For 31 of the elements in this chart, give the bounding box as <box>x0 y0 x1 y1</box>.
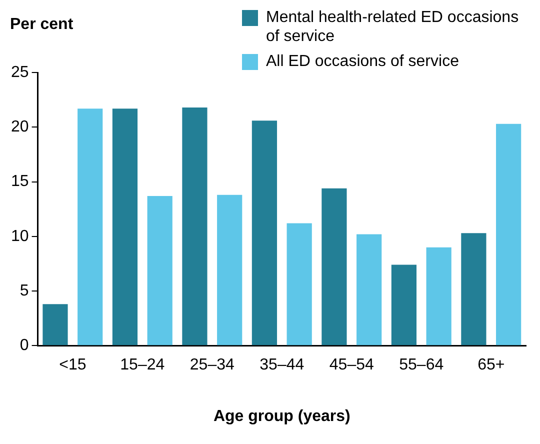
bar <box>252 120 278 346</box>
legend-label: All ED occasions of service <box>266 52 459 71</box>
x-tick-label: 35–44 <box>260 356 304 374</box>
x-tick-label: <15 <box>59 356 86 374</box>
bar <box>496 124 522 346</box>
bar <box>78 108 103 346</box>
bar <box>286 223 312 346</box>
x-tick-label: 15–24 <box>120 356 165 374</box>
y-tick-label: 5 <box>20 282 29 300</box>
y-tick-label: 20 <box>11 118 29 136</box>
bar <box>112 108 138 346</box>
bar <box>42 304 68 346</box>
y-tick-label: 25 <box>11 64 29 82</box>
bar <box>461 233 486 346</box>
y-tick-label: 15 <box>11 173 29 190</box>
bar <box>322 188 347 346</box>
x-tick-label: 55–64 <box>399 356 444 374</box>
y-tick-label: 0 <box>20 337 29 354</box>
bar <box>182 108 208 346</box>
bar <box>426 247 452 346</box>
y-axis-title: Per cent <box>10 16 74 34</box>
x-tick-label: 45–54 <box>329 356 374 374</box>
bar <box>217 194 242 346</box>
x-tick-label: 65+ <box>478 356 505 374</box>
legend-label: Mental health-related ED occasions of service <box>266 8 520 46</box>
y-tick-label: 10 <box>11 228 29 245</box>
x-tick-label: 25–34 <box>190 356 234 374</box>
bar <box>391 264 417 346</box>
bar <box>147 196 172 346</box>
x-axis-title: Age group (years) <box>213 408 350 425</box>
bar <box>356 234 382 346</box>
